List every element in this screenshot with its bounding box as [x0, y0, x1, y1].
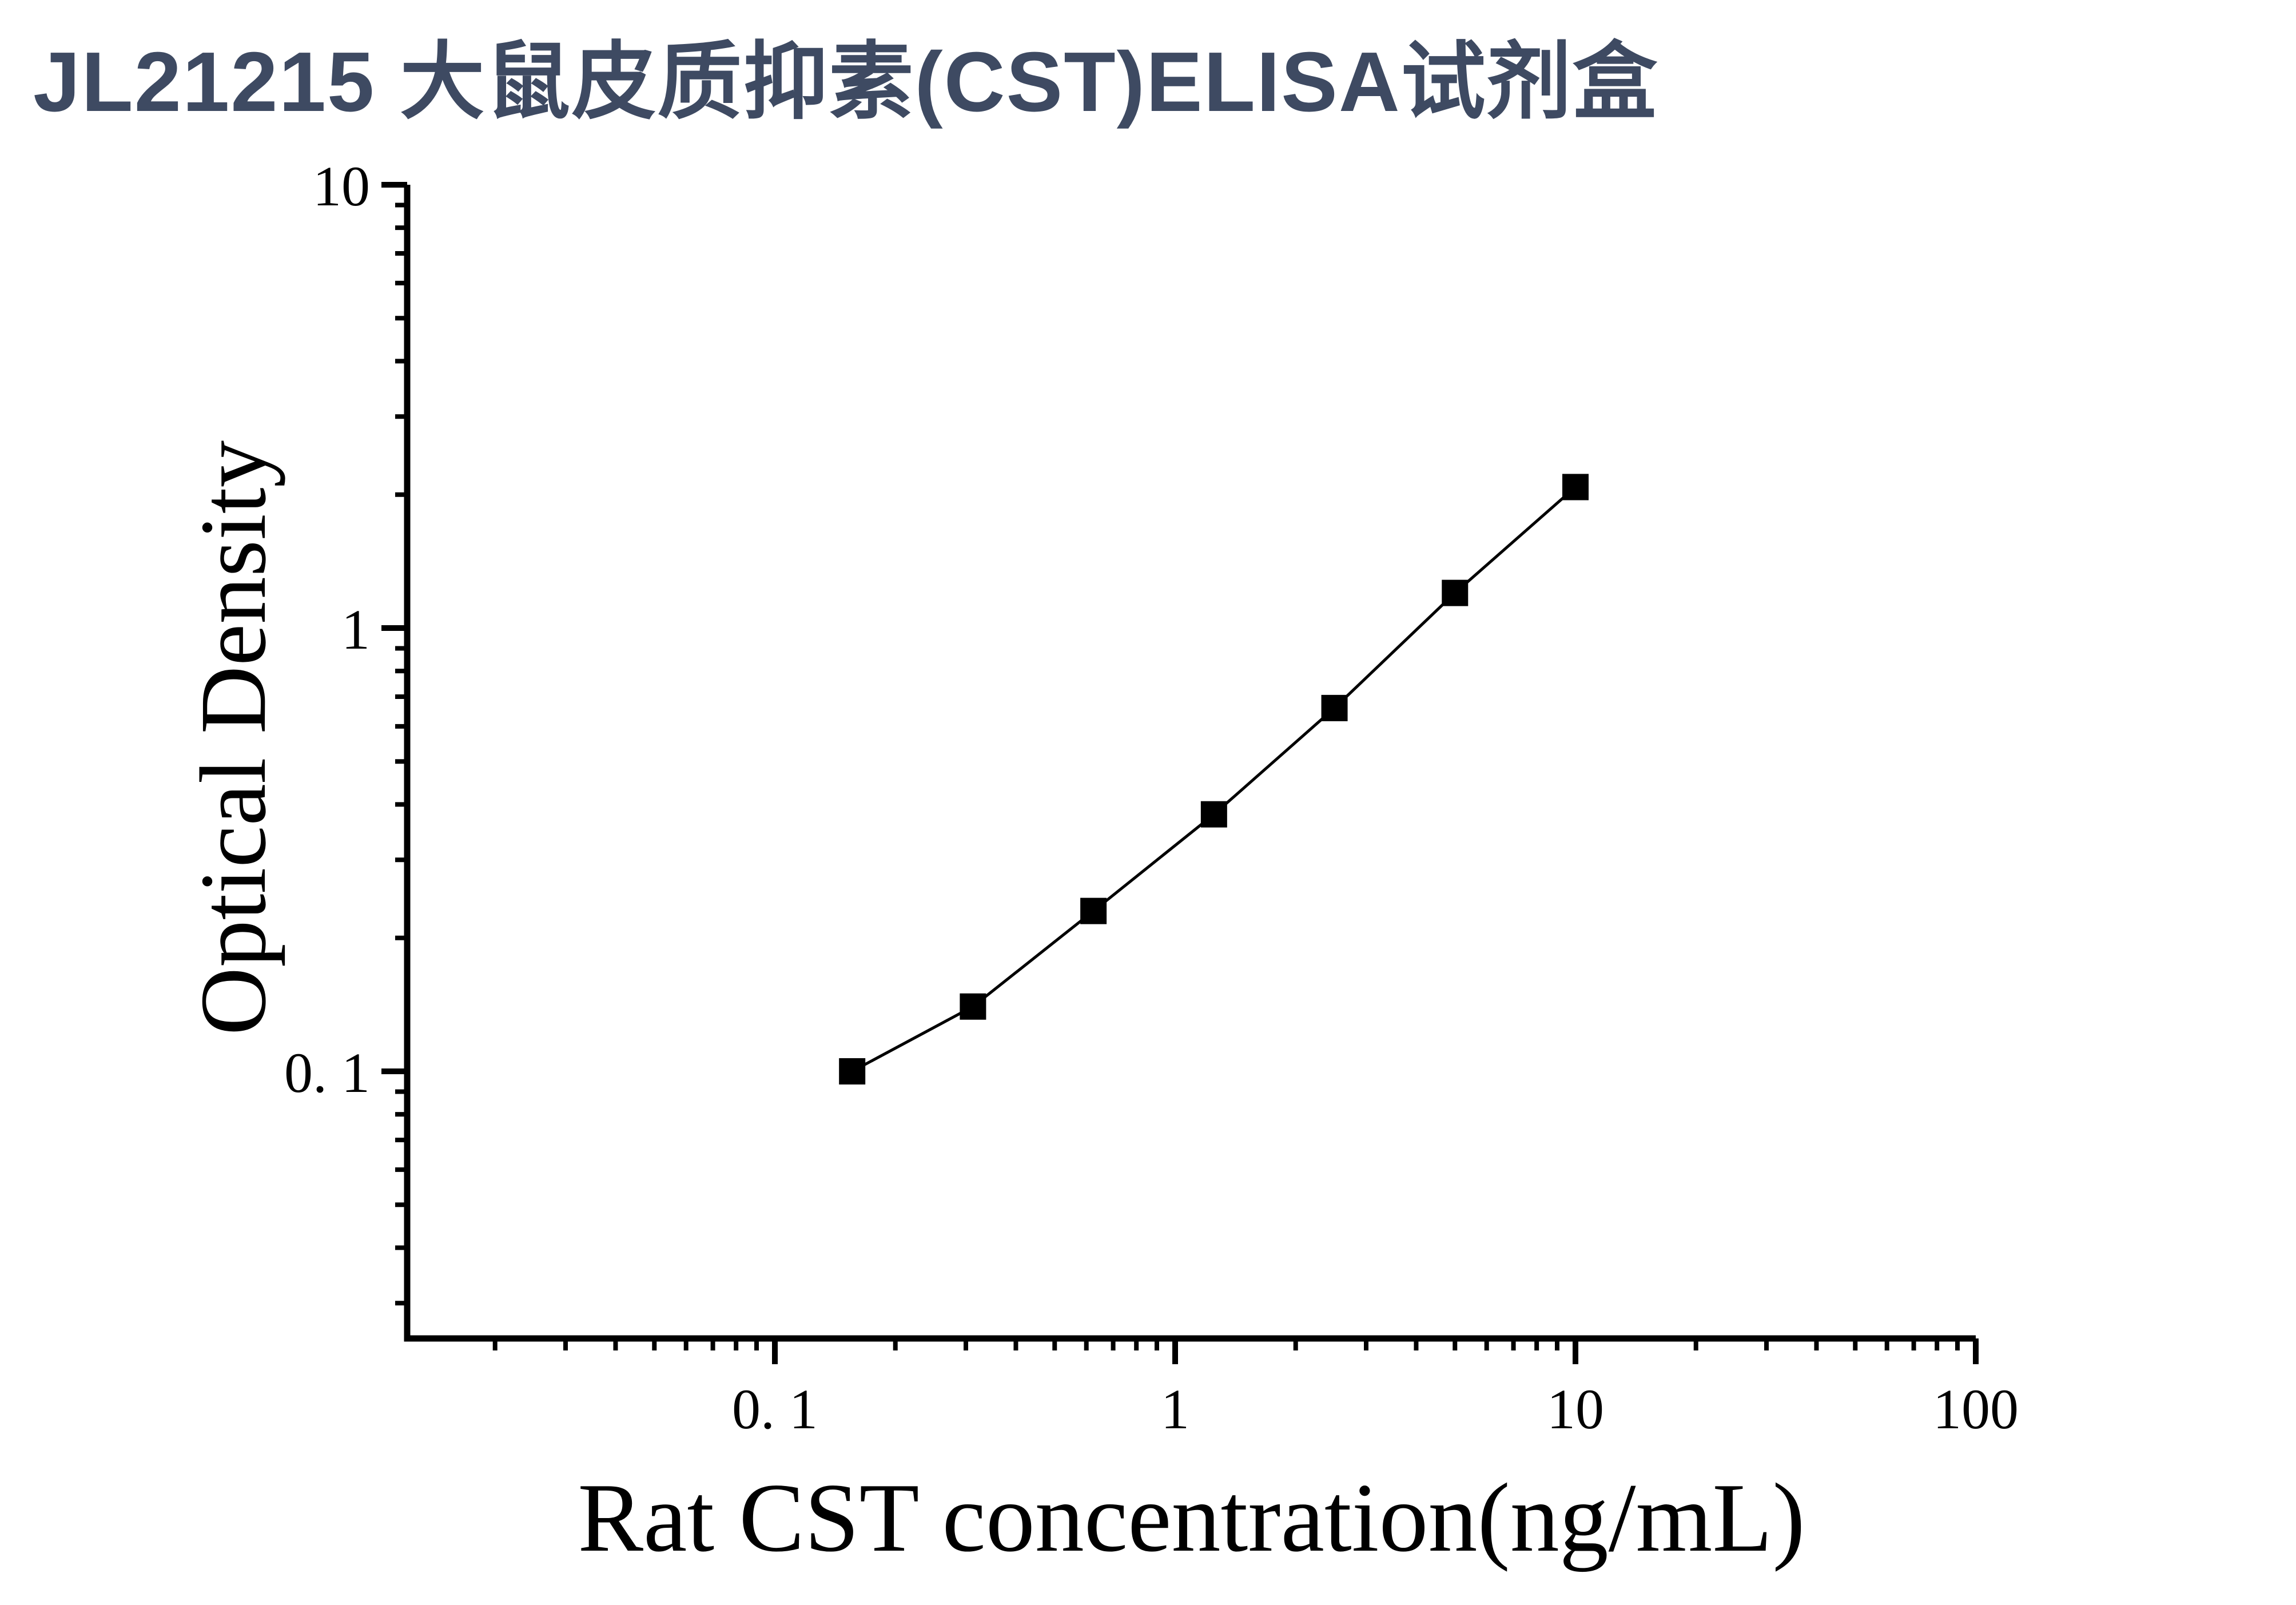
x-axis-title: Rat CST concentration(ng/mL): [578, 1464, 1805, 1572]
data-point-marker: [1080, 897, 1107, 924]
y-tick-label: 0. 1: [284, 1041, 370, 1105]
data-point-marker: [1200, 801, 1227, 828]
x-tick-label: 10: [1547, 1377, 1604, 1441]
x-tick-label: 0. 1: [732, 1377, 818, 1441]
data-point-marker: [1562, 474, 1589, 500]
page-title: JL21215 大鼠皮质抑素(CST)ELISA试剂盒: [33, 35, 1658, 129]
y-tick-label: 10: [313, 154, 370, 218]
x-tick-label: 1: [1161, 1377, 1189, 1441]
x-tick-label: 100: [1933, 1377, 2019, 1441]
data-point-marker: [960, 993, 986, 1020]
y-axis-title: Optical Density: [181, 440, 285, 1036]
data-point-marker: [1321, 694, 1348, 721]
data-point-marker: [839, 1058, 866, 1084]
standard-curve-line: [851, 486, 1577, 1073]
data-point-marker: [1442, 579, 1469, 606]
y-tick-label: 1: [341, 598, 370, 661]
